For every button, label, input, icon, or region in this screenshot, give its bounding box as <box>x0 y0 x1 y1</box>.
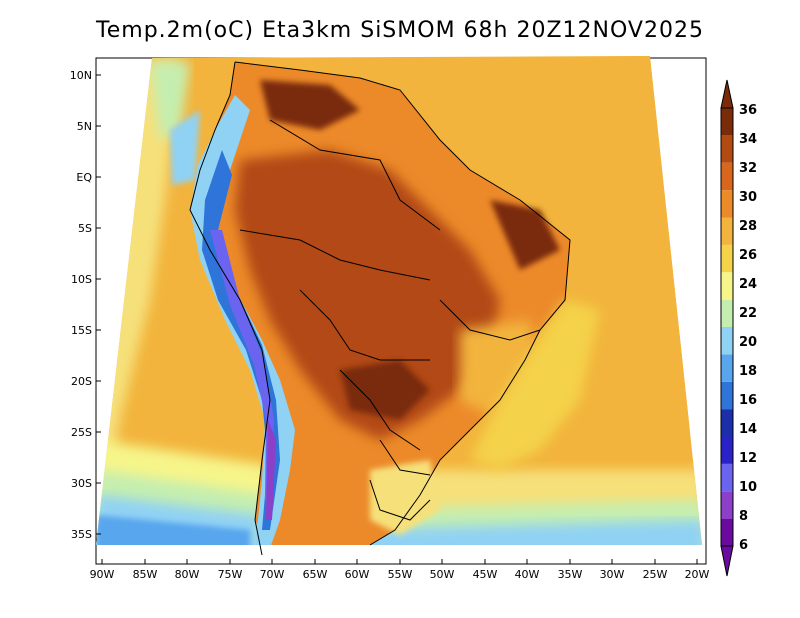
lon-label: 60W <box>345 568 370 581</box>
northern-hot-spot <box>260 80 360 130</box>
map-title: Temp.2m(oC) Eta3km SiSMOM 68h 20Z12NOV20… <box>96 18 704 43</box>
border-uruguay <box>369 479 431 521</box>
lon-label: 75W <box>218 568 243 581</box>
border-central-1 <box>239 229 431 281</box>
lat-label: 10S <box>71 273 92 286</box>
colorbar-cell <box>721 463 733 492</box>
colorbar-top-arrow <box>720 79 734 109</box>
colorbar: 6 8 10 12 14 16 18 20 22 24 26 28 30 32 … <box>720 79 757 577</box>
colorbar-label: 6 <box>739 538 748 553</box>
lon-label: 35W <box>558 568 583 581</box>
colorbar-label: 10 <box>739 480 757 495</box>
colorbar-cell <box>721 299 733 327</box>
pacific-north-cool <box>150 60 190 140</box>
chaco-hot-spot <box>340 360 430 420</box>
colorbar-label: 32 <box>739 161 757 176</box>
lat-label: 5N <box>77 120 92 133</box>
lat-label: 20S <box>71 375 92 388</box>
colorbar-label: 34 <box>739 132 757 147</box>
south-band-18 <box>96 515 250 545</box>
andes-southern-core <box>266 420 276 520</box>
pacific-coastline <box>189 61 271 556</box>
border-central-2 <box>299 289 430 361</box>
colorbar-label: 14 <box>739 422 757 437</box>
uruguay-mild-region <box>370 460 440 535</box>
colorbar-cell <box>721 244 733 273</box>
south-atlantic-band-20 <box>320 520 702 545</box>
lon-label: 45W <box>473 568 498 581</box>
colorbar-cell <box>721 272 733 300</box>
lat-label: 10N <box>70 69 92 82</box>
colorbar-label: 8 <box>739 509 748 524</box>
colorbar-label: 36 <box>739 103 757 118</box>
colorbar-label: 18 <box>739 364 757 379</box>
colorbar-cell <box>721 108 733 136</box>
colorbar-label: 20 <box>739 335 757 350</box>
colorbar-cell <box>721 381 733 410</box>
lon-label: 65W <box>303 568 328 581</box>
colorbar-cell <box>721 409 733 437</box>
lon-label: 25W <box>643 568 668 581</box>
border-east-1 <box>439 299 541 341</box>
country-borders <box>189 61 571 556</box>
border-south-2 <box>379 439 431 476</box>
colorbar-cell <box>721 190 733 218</box>
colorbar-label: 16 <box>739 393 757 408</box>
colorbar-label: 12 <box>739 451 757 466</box>
atlantic-coastline <box>234 61 571 546</box>
colorbar-cell <box>721 436 733 464</box>
lon-label: 30W <box>600 568 625 581</box>
colorbar-cell <box>721 327 733 355</box>
lat-label: 25S <box>71 426 92 439</box>
lon-label: 20W <box>685 568 710 581</box>
colorbar-cell <box>721 217 733 245</box>
lat-label: 15S <box>71 324 92 337</box>
temperature-field <box>96 56 702 545</box>
lat-label: 30S <box>71 477 92 490</box>
lon-label: 85W <box>133 568 158 581</box>
colorbar-label: 24 <box>739 277 757 292</box>
lon-label: 50W <box>430 568 455 581</box>
lat-label: 5S <box>78 222 92 235</box>
lon-label: 40W <box>515 568 540 581</box>
colorbar-cell <box>721 491 733 519</box>
colorbar-cell <box>721 518 733 546</box>
lat-axis: 10N 5N EQ 5S 10S 15S 20S 25S 30S 35S <box>70 69 101 541</box>
lon-axis: 90W 85W 80W 75W 70W 65W 60W 55W 50W 45W … <box>90 559 710 581</box>
border-north-1 <box>269 119 441 231</box>
colorbar-cell <box>721 354 733 382</box>
lon-label: 90W <box>90 568 115 581</box>
colorbar-cell <box>721 162 733 191</box>
lon-label: 55W <box>388 568 413 581</box>
colorbar-label: 30 <box>739 190 757 205</box>
colorbar-label: 26 <box>739 248 757 263</box>
lat-label: 35S <box>71 528 92 541</box>
colorbar-bottom-arrow <box>720 545 734 577</box>
lon-label: 80W <box>175 568 200 581</box>
border-south-1 <box>339 369 421 451</box>
colorbar-cell <box>721 135 733 163</box>
colorbar-outline <box>720 107 734 547</box>
pacific-equator-cool <box>170 110 200 185</box>
lat-label: EQ <box>76 171 92 184</box>
lon-label: 70W <box>260 568 285 581</box>
atlantic-coastal-band <box>470 300 600 470</box>
colorbar-label: 22 <box>739 306 757 321</box>
interior-hot-region <box>235 150 500 440</box>
colorbar-label: 28 <box>739 219 757 234</box>
